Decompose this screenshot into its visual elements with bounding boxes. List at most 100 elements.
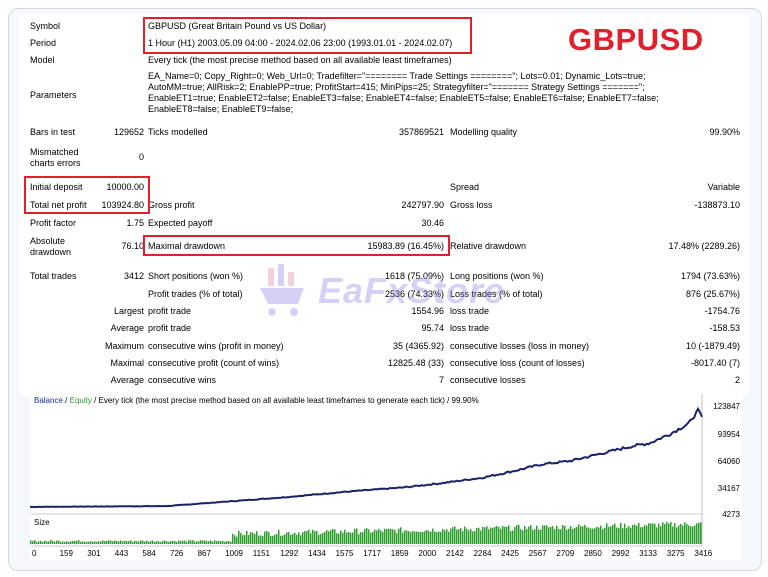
size-bar xyxy=(420,532,422,544)
size-bar xyxy=(62,541,64,544)
size-bar xyxy=(202,540,204,544)
size-bar xyxy=(280,535,282,544)
size-bar xyxy=(308,529,310,544)
size-bar xyxy=(450,528,452,544)
x-tick: 3133 xyxy=(639,549,657,558)
deposit-value: 10000.00 xyxy=(106,182,144,192)
size-bar xyxy=(670,522,672,544)
size-bar xyxy=(508,525,510,544)
size-bar xyxy=(54,541,56,544)
size-bar xyxy=(142,540,144,544)
size-bar xyxy=(226,541,228,544)
size-bar xyxy=(640,527,642,544)
size-bar xyxy=(586,527,588,544)
size-bar xyxy=(580,526,582,544)
size-bar xyxy=(608,526,610,544)
short-positions-value: 1618 (75.09%) xyxy=(384,271,444,281)
size-bar xyxy=(618,527,620,544)
x-tick: 2284 xyxy=(473,549,492,558)
gross-loss-label: Gross loss xyxy=(450,200,493,210)
size-bar xyxy=(598,527,600,544)
symbol-label: Symbol xyxy=(30,21,61,31)
consecutive-profit-count-label: consecutive profit (count of wins) xyxy=(148,358,280,368)
size-bar xyxy=(480,530,482,544)
absolute-drawdown-label: Absolute xyxy=(30,236,66,246)
loss-trades-label: Loss trades (% of total) xyxy=(450,289,543,299)
size-bar xyxy=(144,541,146,544)
size-bar xyxy=(416,531,418,544)
size-bar xyxy=(132,541,134,544)
size-bar xyxy=(70,541,72,544)
consecutive-wins-avg-label: consecutive wins xyxy=(148,375,217,385)
size-bar xyxy=(482,526,484,544)
size-bar xyxy=(492,527,494,544)
x-tick: 0 xyxy=(32,549,37,558)
average-loss-trade-label: loss trade xyxy=(450,323,490,333)
size-bar xyxy=(150,541,152,544)
size-bar xyxy=(346,532,348,544)
size-bar xyxy=(242,535,244,544)
bars-label: Bars in test xyxy=(30,127,76,137)
size-bar xyxy=(564,525,566,544)
size-bar xyxy=(546,525,548,544)
size-bar xyxy=(638,522,640,544)
maximum-label: Maximum xyxy=(104,341,144,351)
size-bar xyxy=(214,540,216,544)
size-bar xyxy=(662,522,664,544)
size-bar xyxy=(40,540,42,544)
size-bar xyxy=(330,530,332,544)
x-tick: 1717 xyxy=(363,549,381,558)
size-bar xyxy=(286,532,288,544)
average-profit-trade-label: profit trade xyxy=(148,323,192,333)
x-tick: 301 xyxy=(87,549,101,558)
size-bar xyxy=(84,541,86,544)
size-bar xyxy=(590,528,592,544)
size-bar xyxy=(432,528,434,544)
long-positions-value: 1794 (73.63%) xyxy=(680,271,740,281)
caption-equity: Equity xyxy=(69,396,92,405)
size-bar xyxy=(470,528,472,544)
size-bars xyxy=(30,521,702,544)
size-bar xyxy=(460,528,462,544)
size-bar xyxy=(438,531,440,544)
size-bar xyxy=(198,541,200,544)
maximal-drawdown-value: 15983.89 (16.45%) xyxy=(367,241,444,251)
size-bar xyxy=(340,530,342,544)
x-tick: 2709 xyxy=(556,549,575,558)
size-bar xyxy=(72,541,74,544)
size-bar xyxy=(490,527,492,544)
size-bar xyxy=(554,529,556,544)
mismatch-value: 0 xyxy=(138,152,144,162)
size-bar xyxy=(158,541,160,544)
size-bar xyxy=(172,541,174,544)
size-bar xyxy=(476,527,478,544)
size-bar xyxy=(366,528,368,544)
size-bar xyxy=(668,523,670,544)
size-bar xyxy=(538,529,540,544)
size-bar xyxy=(370,532,372,544)
size-bar xyxy=(448,531,450,544)
model-label: Model xyxy=(30,55,55,65)
size-bar xyxy=(690,526,692,544)
size-bar xyxy=(154,541,156,544)
y-tick: 93954 xyxy=(717,430,740,439)
size-bar xyxy=(148,541,150,544)
size-bar xyxy=(34,540,36,544)
size-bar xyxy=(542,525,544,544)
size-bar xyxy=(674,523,676,544)
strategy-report: Symbol GBPUSD (Great Britain Pound vs US… xyxy=(20,14,748,396)
size-bar xyxy=(36,542,38,544)
size-bar xyxy=(324,531,326,544)
size-bar xyxy=(188,540,190,544)
period-label: Period xyxy=(30,38,57,48)
size-bar xyxy=(270,536,272,544)
size-bar xyxy=(296,534,298,544)
size-bar xyxy=(526,529,528,544)
size-bar xyxy=(556,525,558,544)
size-bar xyxy=(206,541,208,544)
size-bar xyxy=(268,532,270,544)
size-bar xyxy=(688,525,690,544)
size-bar xyxy=(536,525,538,544)
size-bar xyxy=(222,540,224,544)
size-bar xyxy=(170,541,172,544)
